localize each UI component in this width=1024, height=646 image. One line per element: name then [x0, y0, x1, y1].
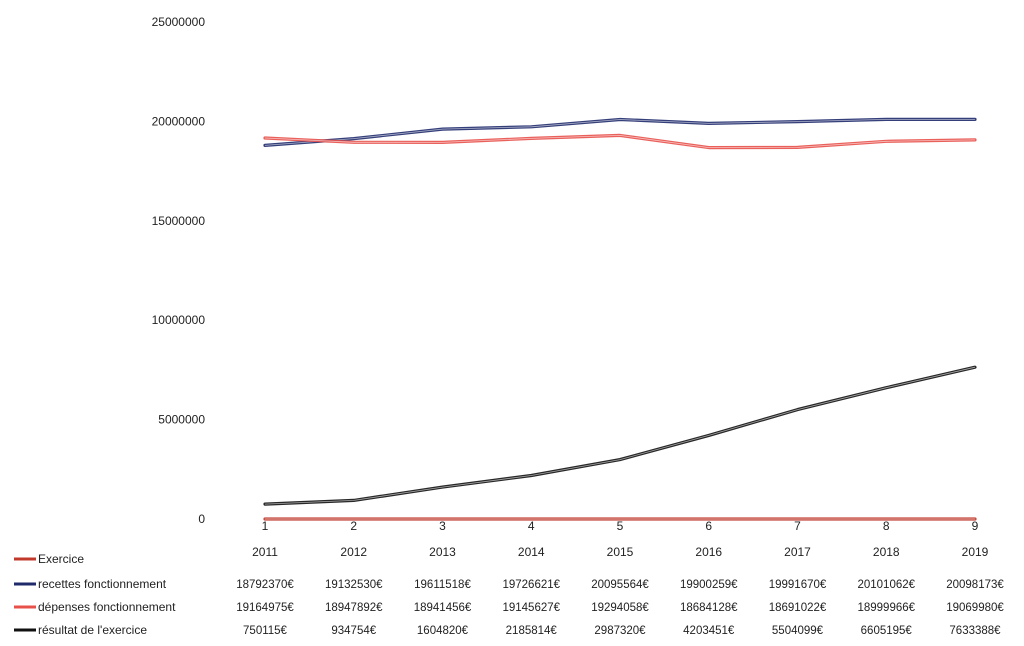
table-cell: 6605195€ [861, 625, 913, 637]
data-table: Exercice 2011 2012 2013 2014 2015 2016 2017 2018… [14, 545, 1004, 637]
table-cell: 4203451€ [683, 625, 735, 637]
y-tick-label: 5000000 [158, 413, 205, 427]
series-line-highlight [264, 366, 976, 505]
legend-label: résultat de l'exercice [38, 623, 147, 637]
y-tick-label: 15000000 [152, 214, 206, 228]
series-line-highlight [264, 134, 976, 149]
table-cell: 19164975€ [236, 602, 294, 614]
plot-area [263, 117, 977, 521]
y-tick-label: 0 [198, 512, 205, 526]
table-cell: 750115€ [243, 625, 288, 637]
year-label: 2019 [962, 545, 989, 559]
x-tick-label: 2 [350, 519, 357, 533]
table-cell: 1604820€ [417, 625, 469, 637]
table-cell: 5504099€ [772, 625, 824, 637]
table-cell: 18792370€ [236, 579, 294, 591]
y-axis: 0 5000000 10000000 15000000 20000000 25000000 [152, 15, 206, 526]
year-label: 2016 [695, 545, 722, 559]
table-cell: 20098173€ [946, 579, 1004, 591]
x-tick-label: 3 [439, 519, 446, 533]
legend-label: recettes fonctionnement [38, 577, 167, 591]
table-cell: 934754€ [331, 625, 376, 637]
x-tick-label: 4 [528, 519, 535, 533]
year-label: 2012 [340, 545, 367, 559]
year-label: 2011 [252, 545, 278, 559]
y-tick-label: 25000000 [152, 15, 206, 29]
table-cell: 19726621€ [502, 579, 560, 591]
table-cell: 19611518€ [414, 579, 471, 591]
table-cell: 18947892€ [325, 602, 383, 614]
x-tick-label: 1 [262, 519, 269, 533]
table-cell: 19145627€ [502, 602, 560, 614]
table-cell: 20095564€ [591, 579, 649, 591]
x-axis: 1 2 3 4 5 6 7 8 9 [262, 519, 979, 533]
legend-label: dépenses fonctionnement [38, 600, 176, 614]
x-tick-label: 8 [883, 519, 890, 533]
x-tick-label: 5 [617, 519, 624, 533]
table-cell: 18684128€ [680, 602, 738, 614]
y-tick-label: 10000000 [152, 313, 206, 327]
year-label: 2017 [784, 545, 811, 559]
table-cell: 19991670€ [769, 579, 827, 591]
table-cell: 7633388€ [949, 625, 1001, 637]
y-tick-label: 20000000 [152, 114, 206, 128]
year-label: 2015 [607, 545, 634, 559]
table-cell: 18999966€ [857, 602, 915, 614]
table-cell: 19294058€ [591, 602, 649, 614]
x-tick-label: 9 [972, 519, 979, 533]
table-cell: 19069980€ [946, 602, 1004, 614]
year-label: 2014 [518, 545, 545, 559]
legend-label: Exercice [38, 552, 84, 566]
year-label: 2013 [429, 545, 456, 559]
x-tick-label: 7 [794, 519, 801, 533]
series-line [263, 365, 977, 506]
table-cell: 19900259€ [680, 579, 738, 591]
table-cell: 2185814€ [506, 625, 558, 637]
table-cell: 18691022€ [769, 602, 827, 614]
table-cell: 20101062€ [857, 579, 915, 591]
table-cell: 19132530€ [325, 579, 383, 591]
table-cell: 2987320€ [594, 625, 646, 637]
x-tick-label: 6 [705, 519, 712, 533]
table-cell: 18941456€ [414, 602, 472, 614]
year-label: 2018 [873, 545, 900, 559]
